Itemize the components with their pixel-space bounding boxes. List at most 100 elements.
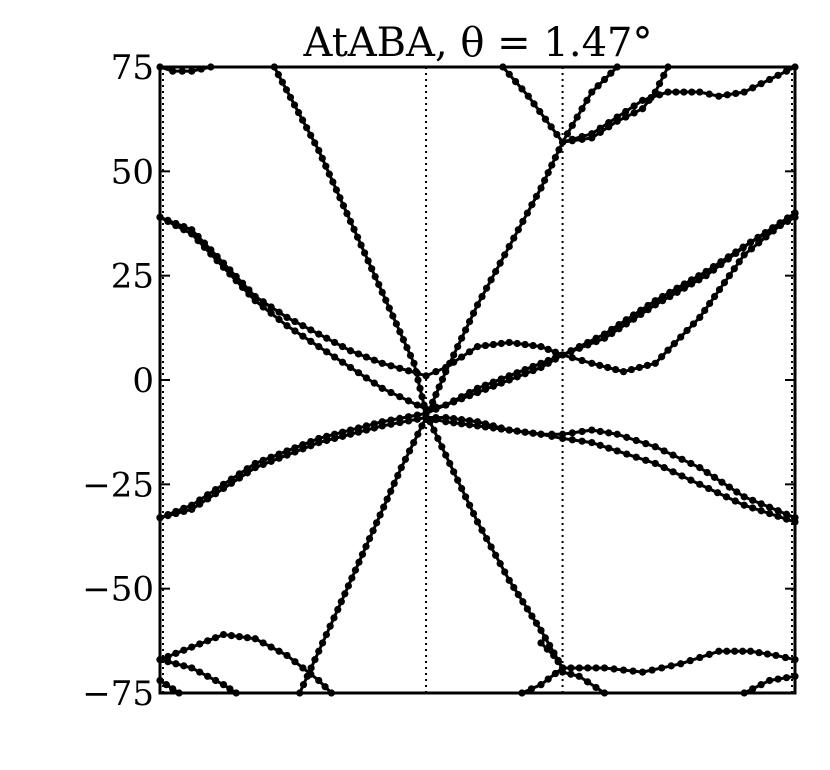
band-point xyxy=(298,116,307,124)
band-point xyxy=(550,651,558,660)
band-point xyxy=(238,283,247,291)
band-line-2 xyxy=(159,211,796,520)
band-point xyxy=(774,507,782,515)
band-point xyxy=(537,639,545,647)
band-point xyxy=(660,71,668,79)
band-point xyxy=(454,343,462,351)
band-point xyxy=(299,664,307,672)
band-point xyxy=(392,320,400,328)
band-point xyxy=(548,432,556,440)
band-point xyxy=(696,313,704,321)
band-point xyxy=(710,292,719,301)
band-point xyxy=(613,117,621,125)
band-point xyxy=(575,672,583,680)
band-point xyxy=(294,108,303,117)
band-point xyxy=(406,351,415,360)
band-point xyxy=(458,334,466,342)
band-point xyxy=(376,511,384,519)
band-point xyxy=(696,464,704,472)
band-point xyxy=(331,338,339,347)
band-point xyxy=(543,645,551,653)
band-point xyxy=(188,230,196,238)
band-point xyxy=(422,372,430,380)
band-point xyxy=(782,67,791,75)
band-point xyxy=(478,292,486,301)
band-point xyxy=(354,369,363,377)
band-point xyxy=(405,447,414,455)
band-point xyxy=(290,101,299,109)
band-point xyxy=(769,224,777,232)
band-point xyxy=(404,397,413,405)
band-point xyxy=(623,450,631,458)
band-point xyxy=(307,131,315,139)
band-point xyxy=(219,681,228,689)
band-point xyxy=(622,320,630,328)
band-point xyxy=(655,80,664,88)
band-point xyxy=(746,647,755,655)
band-point xyxy=(660,447,668,455)
band-point xyxy=(401,455,410,463)
band-point xyxy=(596,128,604,136)
band-point xyxy=(322,162,330,170)
band-point xyxy=(362,374,370,382)
band-point xyxy=(774,71,782,79)
band-point xyxy=(380,503,388,511)
band-point xyxy=(529,429,537,437)
band-point xyxy=(465,388,474,397)
band-point xyxy=(596,361,604,369)
band-point xyxy=(523,605,531,613)
band-point xyxy=(178,67,186,75)
band-point xyxy=(658,664,666,672)
band-point xyxy=(725,272,733,280)
band-point xyxy=(180,662,188,670)
band-point xyxy=(541,115,550,123)
band-point xyxy=(482,284,491,292)
band-point xyxy=(578,437,586,445)
band-point xyxy=(695,276,703,284)
band-point xyxy=(339,202,348,210)
band-point xyxy=(338,358,347,366)
band-point xyxy=(267,309,275,317)
band-point xyxy=(481,341,490,350)
band-11 xyxy=(156,63,215,75)
y-tick-label: 0 xyxy=(132,361,154,401)
band-point xyxy=(458,484,466,493)
band-point xyxy=(696,480,704,488)
band-point xyxy=(540,176,549,184)
band-13 xyxy=(558,63,672,146)
band-point xyxy=(732,89,740,98)
band-point xyxy=(425,406,433,414)
band-point xyxy=(670,340,678,348)
band-point xyxy=(361,249,369,257)
band-4 xyxy=(422,413,799,526)
band-point xyxy=(639,96,647,104)
chart-title: AtABA, θ = 1.47° xyxy=(303,20,653,66)
band-point xyxy=(164,217,172,226)
band-point xyxy=(412,368,420,376)
band-point xyxy=(528,201,536,209)
band-point xyxy=(180,226,188,234)
band-point xyxy=(307,326,315,334)
band-point xyxy=(438,443,446,451)
band-point xyxy=(613,430,621,438)
band-point xyxy=(458,393,466,401)
band-point xyxy=(387,362,395,370)
band-point xyxy=(584,664,592,672)
band-point xyxy=(322,630,330,639)
band-point xyxy=(188,67,196,75)
band-point xyxy=(766,509,774,518)
band-point xyxy=(346,363,355,372)
band-point xyxy=(331,353,339,361)
band-0 xyxy=(156,209,799,380)
y-tick-label: 50 xyxy=(111,152,154,192)
band-point xyxy=(299,322,307,330)
band-point xyxy=(465,317,474,326)
band-16 xyxy=(499,63,621,146)
band-point xyxy=(578,356,586,365)
band-point xyxy=(578,427,586,436)
band-point xyxy=(450,397,458,405)
band-point xyxy=(211,676,220,685)
band-point xyxy=(610,665,618,673)
band-2 xyxy=(156,209,799,522)
band-point xyxy=(458,353,466,361)
